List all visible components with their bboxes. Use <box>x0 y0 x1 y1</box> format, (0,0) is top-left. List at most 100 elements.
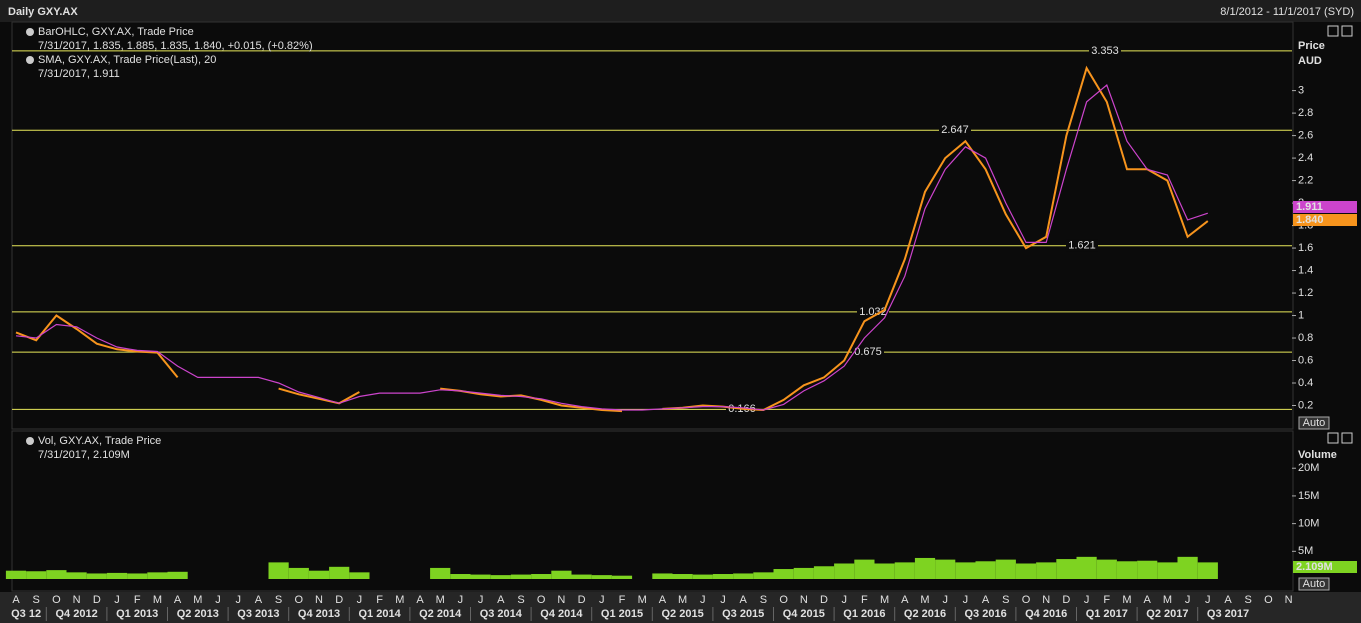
x-tick-label: J <box>963 594 969 606</box>
volume-bar <box>813 566 835 579</box>
volume-bar <box>127 573 148 579</box>
maximize-icon[interactable] <box>1327 432 1339 444</box>
quarter-label: Q2 2016 <box>904 608 946 620</box>
x-tick-label: M <box>1122 594 1131 606</box>
y-tick-label: 20M <box>1298 462 1319 474</box>
x-tick-label: F <box>619 594 626 606</box>
volume-bar <box>611 575 633 579</box>
quarter-label: Q4 2013 <box>298 608 340 620</box>
x-tick-label: D <box>820 594 828 606</box>
x-tick-label: S <box>1245 594 1252 606</box>
last-value-label: 1.911 <box>1296 201 1323 213</box>
volume-bar <box>692 574 713 579</box>
x-tick-label: A <box>1144 594 1152 606</box>
level-label-bg <box>1089 44 1121 57</box>
x-tick-label: J <box>1084 594 1090 606</box>
volume-bar <box>430 567 451 579</box>
x-tick-label: J <box>235 594 241 606</box>
panel-icons[interactable] <box>1327 25 1353 444</box>
level-label: 3.353 <box>1091 45 1119 57</box>
volume-bar <box>510 574 532 579</box>
y-axis-label: Price <box>1298 40 1325 52</box>
last-value-tag <box>1293 201 1357 213</box>
x-tick-label: J <box>942 594 948 606</box>
volume-bar <box>733 573 754 579</box>
volume-bar <box>1096 559 1117 579</box>
x-tick-label: J <box>478 594 484 606</box>
x-tick-label: S <box>1002 594 1009 606</box>
x-tick-label: J <box>215 594 221 606</box>
volume-bar <box>1036 562 1057 579</box>
x-tick-label: A <box>982 594 990 606</box>
volume-bar <box>591 575 612 579</box>
legend-icon[interactable] <box>26 56 34 64</box>
volume-bar <box>955 562 976 579</box>
volume-bar <box>1076 556 1097 579</box>
volume-bar <box>490 575 511 579</box>
x-tick-label: D <box>335 594 343 606</box>
x-tick-label: M <box>193 594 202 606</box>
quarter-label: Q1 2017 <box>1086 608 1128 620</box>
quarter-label: Q3 2014 <box>480 608 523 620</box>
y-axis-unit: AUD <box>1298 55 1322 67</box>
x-tick-label: J <box>1205 594 1211 606</box>
x-tick-label: N <box>1285 594 1293 606</box>
volume-bar <box>1116 561 1138 579</box>
legend-icon[interactable] <box>26 437 34 445</box>
x-tick-label: J <box>720 594 726 606</box>
y-tick-label: 0.2 <box>1298 399 1313 411</box>
quarter-label: Q3 2016 <box>964 608 1006 620</box>
x-tick-label: D <box>93 594 101 606</box>
x-tick-label: F <box>861 594 868 606</box>
auto-button[interactable] <box>1298 577 1330 591</box>
volume-bar <box>288 567 309 579</box>
volume-bar <box>975 561 996 579</box>
quarter-label: Q1 2014 <box>358 608 401 620</box>
y-tick-label: 2.6 <box>1298 130 1313 142</box>
quarter-label: Q1 2013 <box>116 608 158 620</box>
quarter-label: Q4 2014 <box>540 608 583 620</box>
y-tick-label: 2.2 <box>1298 174 1313 186</box>
close-icon[interactable] <box>1341 432 1353 444</box>
last-value-label: 2.109M <box>1296 561 1333 573</box>
auto-button-label[interactable]: Auto <box>1303 578 1326 590</box>
volume-bar <box>531 574 552 579</box>
legend-name: SMA, GXY.AX, Trade Price(Last), 20 <box>38 54 216 66</box>
quarter-label: Q3 12 <box>11 608 41 620</box>
volume-bar <box>329 566 350 579</box>
quarter-label: Q4 2015 <box>783 608 825 620</box>
volume-bar <box>874 563 895 579</box>
level-label-bg <box>852 346 884 359</box>
price-line <box>15 83 1208 411</box>
x-tick-label: O <box>779 594 788 606</box>
x-tick-label: A <box>659 594 667 606</box>
x-tick-label: N <box>557 594 565 606</box>
legend-detail: 7/31/2017, 2.109M <box>38 449 130 461</box>
auto-button[interactable] <box>1298 416 1330 430</box>
volume-bar <box>854 559 875 579</box>
volume-bar <box>66 572 87 579</box>
last-value-label: 1.840 <box>1296 214 1324 226</box>
last-value-tag <box>1293 214 1357 226</box>
quarter-label: Q1 2016 <box>843 608 885 620</box>
x-tick-label: J <box>841 594 847 606</box>
volume-bar <box>1056 559 1077 579</box>
x-tick-label: J <box>357 594 363 606</box>
level-label-bg <box>1066 239 1098 252</box>
x-tick-label: D <box>1062 594 1070 606</box>
quarter-label: Q3 2017 <box>1207 608 1249 620</box>
time-axis-strip <box>0 592 1361 623</box>
x-tick-label: A <box>174 594 182 606</box>
legend-icon[interactable] <box>26 28 34 36</box>
x-tick-label: A <box>12 594 20 606</box>
volume-bar <box>106 572 128 579</box>
auto-button-label[interactable]: Auto <box>1303 417 1326 429</box>
maximize-icon[interactable] <box>1327 25 1339 37</box>
x-tick-label: A <box>1224 594 1232 606</box>
close-icon[interactable] <box>1341 25 1353 37</box>
volume-bar <box>712 574 734 579</box>
volume-bar <box>551 570 572 579</box>
header-bar <box>0 0 1361 22</box>
x-tick-label: S <box>760 594 767 606</box>
x-tick-label: M <box>436 594 445 606</box>
